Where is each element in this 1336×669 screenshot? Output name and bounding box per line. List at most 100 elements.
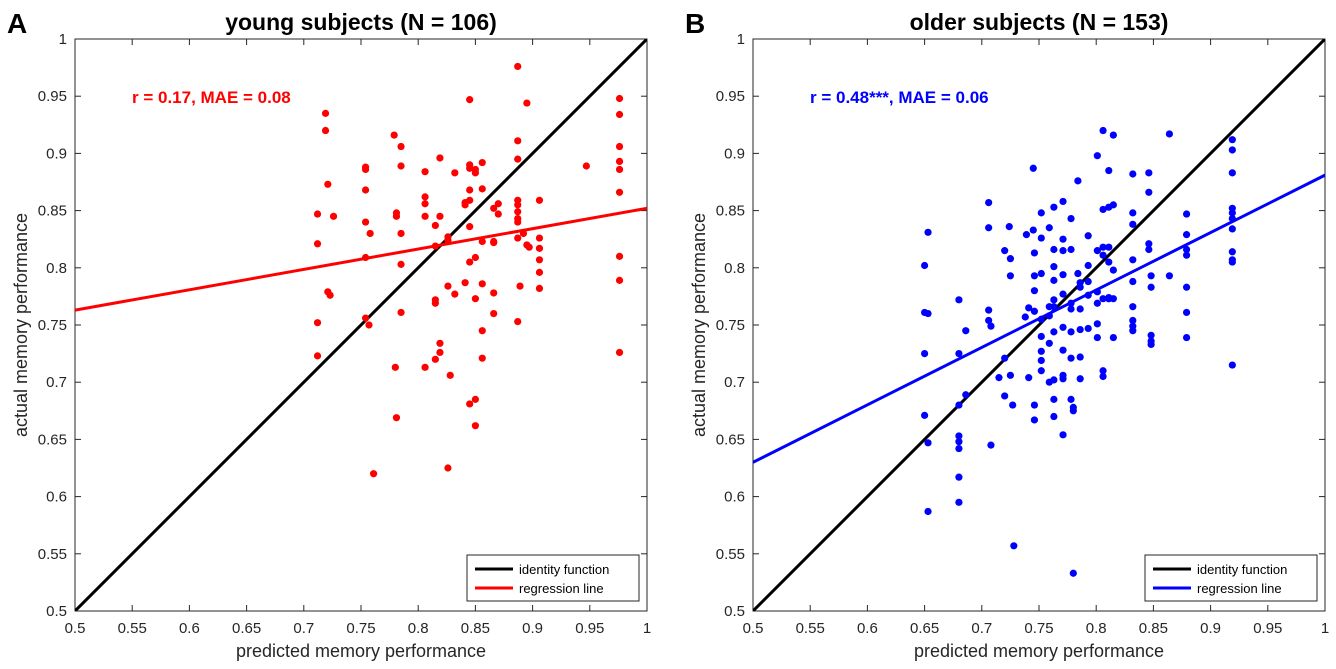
- data-point: [1069, 407, 1077, 415]
- data-point: [466, 223, 474, 231]
- data-point: [1037, 209, 1045, 217]
- data-point: [1105, 243, 1113, 251]
- data-point: [392, 212, 401, 220]
- y-tick-label: 0.8: [724, 260, 745, 277]
- data-point: [321, 109, 330, 117]
- data-point: [1059, 247, 1067, 255]
- x-tick-label: 0.85: [461, 620, 490, 637]
- data-point: [1147, 340, 1155, 349]
- data-point: [444, 464, 452, 472]
- data-point: [431, 221, 439, 230]
- x-tick-label: 0.95: [1253, 620, 1282, 637]
- data-point: [1182, 283, 1191, 291]
- data-point: [1001, 392, 1009, 400]
- data-point: [1129, 316, 1137, 325]
- x-tick-label: 0.65: [232, 620, 261, 637]
- data-point: [436, 212, 444, 220]
- data-point: [397, 162, 405, 170]
- data-point: [1037, 347, 1045, 355]
- data-point: [615, 348, 624, 357]
- x-tick-label: 0.8: [408, 620, 429, 637]
- data-point: [478, 280, 486, 288]
- data-point: [1030, 416, 1039, 424]
- data-point: [985, 198, 993, 207]
- chart-panel-a: 0.5 0.55 0.6 0.65 0.7 0.75 0.8 0.85 0.9 0.95 1 0.5 0…: [7, 8, 651, 661]
- data-point: [1050, 245, 1058, 254]
- data-point: [1099, 126, 1107, 135]
- data-point: [615, 276, 624, 284]
- data-point: [1006, 272, 1015, 280]
- y-tick-label: 0.65: [38, 431, 67, 448]
- data-point: [1145, 188, 1153, 196]
- data-point: [1074, 269, 1082, 278]
- data-point: [1076, 353, 1084, 361]
- data-point: [397, 260, 405, 268]
- data-point: [1050, 203, 1058, 211]
- data-point: [1109, 333, 1117, 342]
- data-point: [397, 308, 405, 317]
- data-point: [1037, 315, 1045, 323]
- data-point: [514, 208, 522, 216]
- data-point: [955, 438, 963, 446]
- data-point: [361, 314, 370, 322]
- data-point: [1050, 412, 1058, 421]
- data-point: [535, 256, 544, 264]
- data-point: [1022, 231, 1031, 239]
- data-point: [1145, 240, 1153, 248]
- data-point: [490, 239, 498, 247]
- data-point: [1099, 243, 1107, 251]
- data-point: [921, 411, 929, 419]
- data-point: [1076, 305, 1084, 313]
- data-point: [615, 157, 624, 166]
- data-point: [1084, 324, 1092, 333]
- data-point: [466, 400, 474, 408]
- data-point: [1050, 303, 1058, 311]
- legend-entry: regression line: [519, 581, 604, 596]
- data-point: [478, 185, 486, 193]
- data-point: [1109, 201, 1117, 209]
- data-point: [1050, 376, 1058, 384]
- y-tick-label: 0.7: [46, 374, 67, 391]
- data-point: [1145, 169, 1153, 177]
- x-tick-label: 0.75: [346, 620, 375, 637]
- legend-entry: regression line: [1197, 581, 1282, 596]
- x-tick-label: 0.7: [971, 620, 992, 637]
- data-point: [1001, 354, 1009, 362]
- legend-entry: identity function: [519, 562, 609, 577]
- data-point: [955, 473, 963, 481]
- data-point: [1109, 131, 1117, 139]
- data-point: [361, 253, 370, 262]
- data-point: [1129, 209, 1137, 217]
- data-point: [535, 244, 544, 252]
- data-point: [466, 164, 474, 172]
- x-tick-label: 0.9: [522, 620, 543, 637]
- y-axis-label: actual memory performance: [689, 213, 709, 437]
- data-point: [1067, 354, 1075, 362]
- data-point: [1165, 272, 1174, 280]
- identity-line: [753, 39, 1325, 611]
- data-point: [494, 210, 502, 218]
- y-tick-label: 0.95: [38, 88, 67, 105]
- data-point: [1045, 224, 1053, 232]
- data-point: [1037, 269, 1045, 278]
- data-point: [1037, 356, 1045, 365]
- data-point: [313, 210, 322, 218]
- data-point: [1029, 226, 1037, 234]
- data-point: [1069, 569, 1077, 577]
- data-point: [1030, 272, 1039, 280]
- data-point: [313, 319, 322, 327]
- data-point: [366, 229, 374, 238]
- x-tick-label: 0.7: [293, 620, 314, 637]
- data-point: [615, 252, 624, 260]
- scatter-points: [313, 62, 624, 478]
- data-point: [431, 299, 439, 307]
- data-point: [1021, 313, 1029, 321]
- legend-box: [1144, 554, 1318, 602]
- data-point: [514, 155, 522, 163]
- data-point: [519, 229, 528, 238]
- data-point: [478, 237, 486, 246]
- data-point: [1129, 220, 1137, 228]
- data-point: [615, 165, 624, 174]
- data-point: [535, 234, 544, 242]
